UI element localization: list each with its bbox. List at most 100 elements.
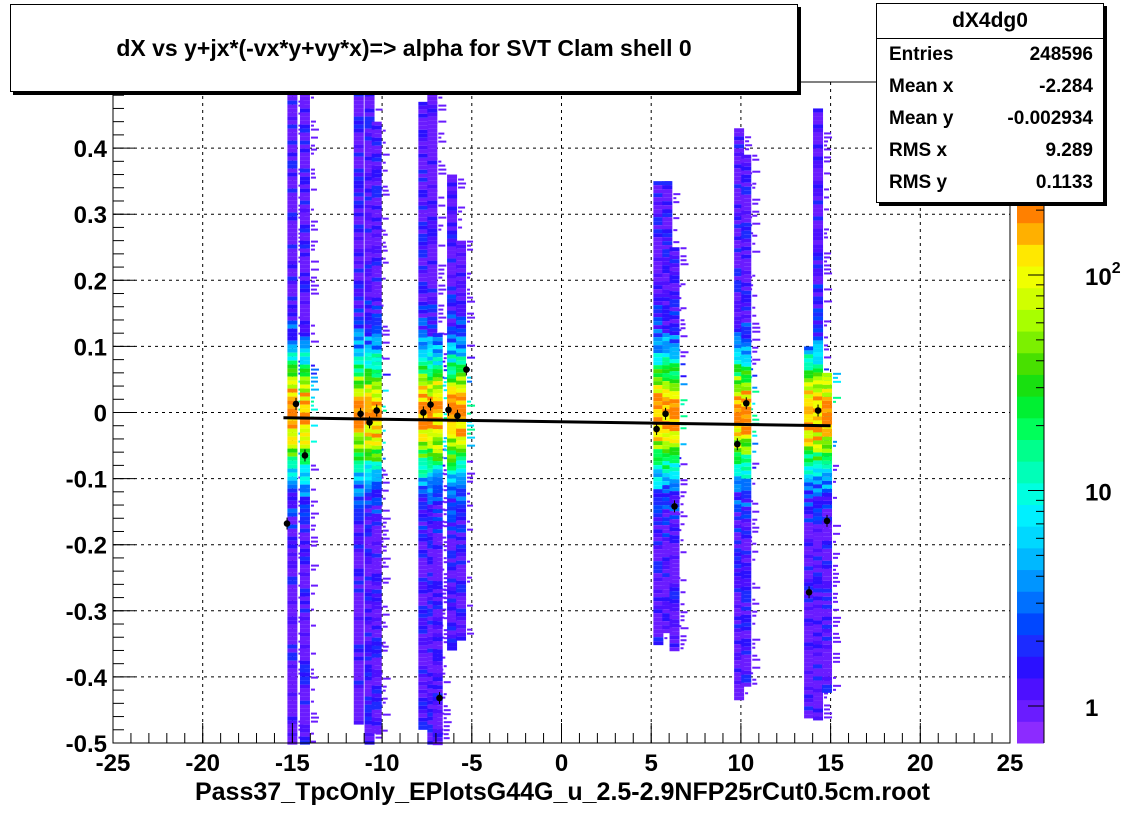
x-tick-label: -20 bbox=[185, 750, 220, 777]
color-scale-step bbox=[1017, 244, 1044, 267]
density-cell bbox=[287, 284, 298, 289]
density-cell bbox=[418, 257, 429, 262]
density-cell bbox=[813, 508, 824, 513]
density-cell bbox=[741, 554, 752, 559]
density-cell bbox=[741, 234, 752, 239]
density-cell bbox=[418, 369, 429, 374]
density-cell bbox=[669, 567, 680, 572]
density-cell bbox=[662, 577, 673, 582]
density-outlier bbox=[382, 357, 390, 360]
density-cell bbox=[447, 578, 458, 583]
density-cell bbox=[734, 272, 745, 277]
density-outlier bbox=[752, 294, 758, 297]
density-cell bbox=[741, 678, 752, 683]
density-cell bbox=[418, 709, 429, 714]
density-cell bbox=[741, 466, 752, 471]
density-outlier bbox=[680, 259, 687, 262]
density-outlier bbox=[752, 442, 759, 445]
density-cell bbox=[353, 160, 364, 165]
density-cell bbox=[669, 547, 680, 552]
density-outlier bbox=[310, 168, 315, 171]
density-cell bbox=[427, 428, 438, 433]
density-outlier bbox=[310, 292, 319, 295]
density-cell bbox=[299, 176, 310, 181]
density-cell bbox=[299, 564, 310, 569]
density-cell bbox=[822, 664, 833, 669]
density-cell bbox=[353, 616, 364, 621]
density-cell bbox=[287, 716, 298, 721]
density-cell bbox=[734, 228, 745, 233]
density-outlier bbox=[298, 204, 302, 207]
density-cell bbox=[299, 512, 310, 517]
density-outlier bbox=[310, 564, 319, 567]
density-cell bbox=[427, 172, 438, 177]
density-cell bbox=[371, 325, 382, 330]
density-outlier bbox=[752, 186, 756, 189]
density-outlier bbox=[752, 654, 758, 657]
density-cell bbox=[364, 128, 375, 133]
density-cell bbox=[734, 364, 745, 369]
density-cell bbox=[662, 365, 673, 370]
density-cell bbox=[653, 641, 664, 646]
density-outlier bbox=[680, 503, 684, 506]
density-cell bbox=[299, 196, 310, 201]
density-cell bbox=[364, 692, 375, 697]
density-outlier bbox=[458, 226, 463, 229]
density-outlier bbox=[824, 140, 829, 143]
density-cell bbox=[447, 394, 458, 399]
density-cell bbox=[447, 278, 458, 283]
density-cell bbox=[299, 552, 310, 557]
density-cell bbox=[741, 302, 752, 307]
density-cell bbox=[741, 198, 752, 203]
density-cell bbox=[813, 564, 824, 569]
density-cell bbox=[669, 615, 680, 620]
density-cell bbox=[371, 493, 382, 498]
density-cell bbox=[427, 324, 438, 329]
density-cell bbox=[432, 469, 443, 474]
density-cell bbox=[364, 476, 375, 481]
density-cell bbox=[804, 578, 815, 583]
density-cell bbox=[287, 240, 298, 245]
density-cell bbox=[287, 432, 298, 437]
density-cell bbox=[813, 584, 824, 589]
density-cell bbox=[371, 125, 382, 130]
density-cell bbox=[741, 298, 752, 303]
density-cell bbox=[804, 622, 815, 627]
density-cell bbox=[364, 328, 375, 333]
density-outlier bbox=[382, 509, 390, 512]
density-cell bbox=[662, 525, 673, 530]
density-outlier bbox=[673, 193, 681, 196]
density-cell bbox=[662, 297, 673, 302]
density-cell bbox=[427, 376, 438, 381]
density-cell bbox=[418, 221, 429, 226]
density-cell bbox=[813, 492, 824, 497]
density-cell bbox=[734, 384, 745, 389]
density-cell bbox=[427, 332, 438, 337]
density-cell bbox=[371, 601, 382, 606]
density-cell bbox=[287, 372, 298, 377]
density-cell bbox=[353, 292, 364, 297]
density-cell bbox=[427, 292, 438, 297]
density-cell bbox=[371, 665, 382, 670]
density-cell bbox=[371, 597, 382, 602]
density-cell bbox=[456, 608, 467, 613]
density-cell bbox=[418, 293, 429, 298]
density-cell bbox=[364, 348, 375, 353]
density-cell bbox=[734, 640, 745, 645]
density-cell bbox=[669, 299, 680, 304]
density-cell bbox=[427, 328, 438, 333]
density-outlier bbox=[310, 740, 316, 743]
density-cell bbox=[813, 312, 824, 317]
color-scale-step bbox=[1017, 482, 1044, 506]
density-cell bbox=[353, 164, 364, 169]
density-cell bbox=[427, 312, 438, 317]
density-cell bbox=[653, 221, 664, 226]
density-outlier bbox=[680, 483, 688, 486]
density-outlier bbox=[467, 628, 473, 631]
density-cell bbox=[456, 292, 467, 297]
density-cell bbox=[653, 445, 664, 450]
density-cell bbox=[822, 548, 833, 553]
density-outlier bbox=[680, 491, 687, 494]
density-cell bbox=[432, 581, 443, 586]
profile-point bbox=[427, 398, 434, 411]
